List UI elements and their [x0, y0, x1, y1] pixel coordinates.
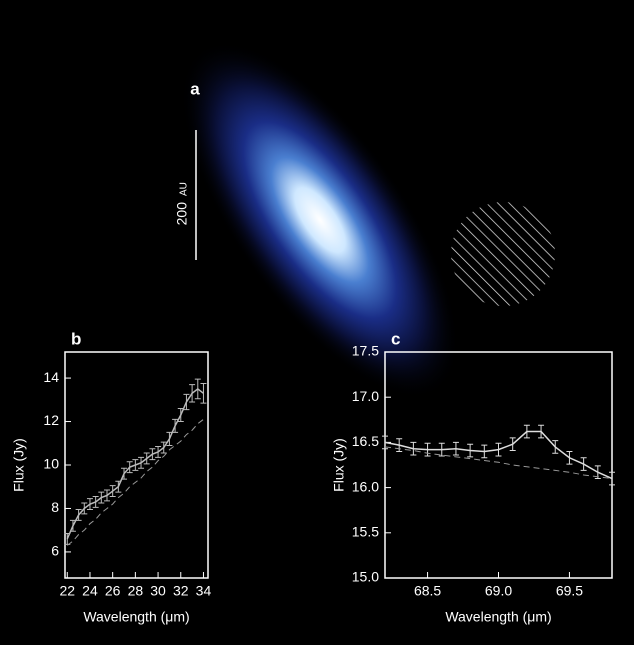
error-bar [132, 459, 139, 471]
error-bar [177, 408, 184, 423]
x-tick-label: 69.5 [556, 583, 583, 599]
error-bar [75, 509, 82, 521]
error-bar [109, 485, 116, 498]
error-bar [92, 496, 99, 508]
error-bar [481, 444, 488, 459]
error-bar [81, 502, 88, 515]
error-bar [166, 431, 173, 446]
x-axis-label: Wavelength (μm) [445, 609, 551, 625]
error-bar [155, 446, 162, 458]
scale-value: 200 [174, 202, 190, 226]
error-bar [172, 418, 179, 433]
x-tick-label: 24 [82, 583, 98, 599]
series-line [384, 446, 613, 480]
error-bar [194, 378, 201, 400]
x-tick-label: 32 [173, 583, 189, 599]
error-bar [495, 442, 502, 457]
panel-label: b [71, 329, 81, 348]
error-bar [69, 519, 76, 532]
disk-image [180, 41, 460, 399]
x-tick-label: 30 [150, 583, 166, 599]
error-bar [200, 383, 207, 404]
scale-label: 200 AU [174, 182, 190, 225]
error-bar [86, 498, 93, 511]
error-bar [103, 489, 110, 502]
error-bar [424, 442, 431, 457]
error-bar [509, 437, 516, 452]
error-bar [138, 456, 145, 469]
error-bar [143, 452, 150, 465]
x-tick-label: 28 [128, 583, 144, 599]
x-tick-label: 34 [196, 583, 212, 599]
y-tick-label: 16.5 [352, 433, 379, 449]
error-bar [121, 467, 128, 480]
error-bar [438, 442, 445, 457]
error-bar [467, 443, 474, 458]
error-bar [609, 471, 615, 486]
panel-label: c [391, 329, 400, 348]
x-tick-label: 22 [59, 583, 75, 599]
y-tick-label: 14 [43, 369, 59, 385]
y-tick-label: 16.0 [352, 478, 379, 494]
y-tick-label: 10 [43, 456, 59, 472]
error-bar [149, 448, 156, 461]
x-tick-label: 26 [105, 583, 121, 599]
y-tick-label: 6 [51, 543, 59, 559]
scale-unit: AU [179, 182, 190, 196]
error-bar [126, 461, 133, 474]
error-bar [183, 393, 190, 411]
error-bar [98, 491, 105, 504]
error-bar [552, 440, 559, 454]
error-bar [580, 457, 587, 471]
error-bar [189, 384, 196, 403]
error-bar [452, 441, 459, 456]
y-tick-label: 15.5 [352, 524, 379, 540]
x-tick-label: 69.0 [485, 583, 512, 599]
error-bar [410, 441, 417, 456]
y-axis-label: Flux (Jy) [11, 438, 27, 492]
y-tick-label: 15.0 [352, 569, 379, 585]
beam [451, 202, 555, 306]
y-tick-label: 17.0 [352, 388, 379, 404]
error-bar [160, 441, 167, 454]
y-tick-label: 17.5 [352, 343, 379, 359]
x-tick-label: 68.5 [414, 583, 441, 599]
y-tick-label: 8 [51, 499, 59, 515]
series-line [66, 418, 204, 546]
error-bar [566, 450, 573, 465]
y-axis-label: Flux (Jy) [331, 438, 347, 492]
y-tick-label: 12 [43, 412, 59, 428]
error-bar [115, 480, 122, 493]
error-bar [523, 424, 530, 439]
panel-label: a [190, 79, 200, 98]
error-bar [538, 424, 545, 439]
x-axis-label: Wavelength (μm) [83, 609, 189, 625]
error-bar [382, 435, 388, 450]
error-bar [396, 438, 403, 452]
